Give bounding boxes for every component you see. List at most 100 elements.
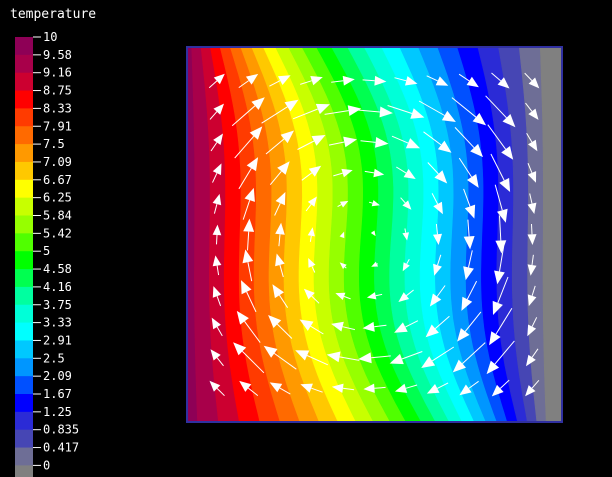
velocity-arrow (433, 223, 442, 245)
colorbar-tick-label: 1.67 (43, 387, 72, 401)
colorbar-swatch (15, 179, 33, 199)
velocity-arrow (212, 286, 222, 307)
velocity-arrow (491, 72, 510, 89)
colorbar-swatch (15, 358, 33, 377)
velocity-arrow (526, 348, 539, 367)
velocity-arrow (331, 75, 355, 86)
velocity-arrow (391, 135, 420, 149)
colorbar-tick-label: 1.25 (43, 405, 72, 419)
velocity-arrow (212, 224, 222, 245)
velocity-arrow (425, 315, 450, 338)
velocity-arrow (211, 317, 223, 337)
velocity-arrow (303, 288, 320, 304)
colorbar-swatch (15, 72, 33, 92)
velocity-arrow (292, 103, 330, 120)
colorbar-swatch (15, 37, 33, 56)
colorbar-swatch (15, 269, 33, 288)
velocity-arrow (463, 250, 474, 281)
velocity-arrow (362, 75, 387, 86)
velocity-arrow (433, 254, 442, 276)
velocity-arrow (431, 193, 443, 215)
velocity-arrow (426, 75, 449, 86)
velocity-arrow (364, 168, 385, 178)
colorbar-swatch (15, 144, 33, 163)
velocity-arrow (299, 319, 324, 335)
colorbar-swatch (15, 465, 33, 477)
velocity-arrow (210, 349, 224, 367)
colorbar-swatch (15, 447, 33, 466)
colorbar-swatch (15, 90, 33, 109)
colorbar-tick-label: 3.33 (43, 316, 72, 330)
velocity-arrow (427, 162, 448, 184)
colorbar: 10 9.58 9.16 8.75 8.33 7.91 7.5 7.09 6.67 6.25 5.8… (15, 30, 79, 477)
velocity-arrow (326, 351, 360, 363)
velocity-arrow (362, 321, 387, 332)
velocity-arrow (457, 311, 482, 342)
velocity-arrow (328, 136, 357, 148)
velocity-arrow (459, 380, 479, 396)
velocity-arrow (335, 292, 351, 300)
velocity-arrow (238, 157, 259, 190)
colorbar-tick-label: 0.417 (43, 441, 79, 455)
velocity-arrow (527, 317, 538, 337)
colorbar-swatch (15, 161, 33, 181)
velocity-arrow (458, 157, 479, 188)
velocity-arrow (527, 193, 537, 214)
velocity-arrow (301, 165, 322, 181)
temperature-band (187, 47, 198, 422)
velocity-arrow (274, 192, 286, 216)
velocity-arrow (241, 280, 257, 313)
colorbar-tick-label: 0 (43, 458, 50, 472)
velocity-arrow (236, 310, 261, 343)
velocity-arrow (389, 351, 423, 365)
colorbar-swatch (15, 126, 33, 145)
velocity-arrow (265, 130, 294, 155)
colorbar-tick-label: 4.58 (43, 262, 72, 276)
velocity-arrow (463, 219, 475, 250)
velocity-arrow (238, 73, 259, 89)
velocity-arrow (234, 126, 263, 159)
velocity-arrow (297, 135, 326, 150)
velocity-arrow (243, 218, 255, 251)
colorbar-swatch (15, 376, 33, 395)
velocity-arrow (331, 321, 356, 332)
velocity-arrow (494, 184, 508, 223)
colorbar-tick-label: 6.67 (43, 173, 72, 187)
velocity-arrow (300, 383, 323, 393)
velocity-arrow (269, 382, 291, 395)
colorbar-swatch (15, 429, 33, 449)
velocity-arrow (463, 188, 476, 219)
colorbar-swatch (15, 394, 33, 413)
colorbar-tick-label: 0.835 (43, 423, 79, 437)
velocity-arrow (209, 103, 224, 120)
chart-title: temperature (10, 7, 97, 22)
velocity-arrow (400, 197, 412, 210)
velocity-arrow (426, 382, 449, 394)
velocity-arrow (272, 284, 289, 308)
velocity-arrow (371, 261, 379, 267)
velocity-arrow (212, 255, 222, 276)
colorbar-tick-label: 10 (43, 30, 57, 44)
velocity-arrow (402, 228, 409, 241)
velocity-arrow (368, 200, 380, 207)
colorbar-tick-label: 3.75 (43, 298, 72, 312)
colorbar-tick-label: 8.33 (43, 101, 72, 115)
velocity-arrow (307, 227, 315, 242)
colorbar-tick-label: 6.25 (43, 191, 72, 205)
colorbar-tick-label: 2.91 (43, 333, 72, 347)
velocity-arrow (339, 262, 347, 269)
velocity-arrow (268, 315, 293, 339)
velocity-arrow (491, 379, 510, 397)
velocity-arrow (527, 254, 537, 276)
velocity-arrow (261, 99, 299, 124)
colorbar-swatch (15, 108, 33, 127)
velocity-arrow (489, 308, 513, 346)
temperature-band (539, 47, 562, 422)
velocity-arrow (263, 345, 297, 370)
velocity-arrow (324, 105, 362, 116)
colorbar-swatch (15, 286, 33, 306)
velocity-arrow (458, 73, 479, 88)
velocity-arrow (295, 350, 329, 366)
velocity-arrow (394, 320, 419, 333)
colorbar-swatch (15, 411, 33, 431)
